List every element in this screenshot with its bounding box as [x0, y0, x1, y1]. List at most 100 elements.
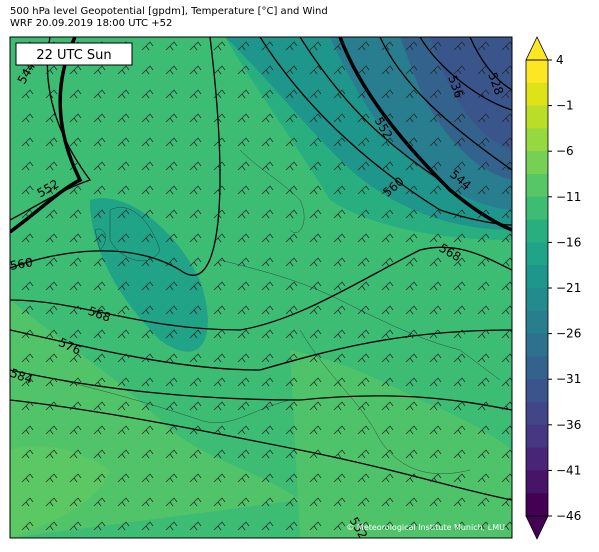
wind-barb	[93, 353, 106, 363]
wind-barb	[141, 209, 154, 219]
wind-barb	[21, 425, 34, 435]
wind-barb	[453, 377, 466, 387]
wind-barb	[429, 497, 442, 507]
wind-barb	[429, 353, 442, 363]
wind-barb	[357, 89, 370, 99]
wind-barb	[69, 209, 82, 219]
wind-barb	[309, 41, 322, 51]
colorbar: 4 −1 −6 −11 −16 −21 −26 −31 −36 −41 −46	[525, 36, 581, 540]
wind-barb	[261, 521, 274, 531]
wind-barb	[261, 449, 274, 459]
wind-barb	[429, 305, 442, 315]
colorbar-band	[526, 82, 548, 107]
wind-barb	[333, 353, 346, 363]
wind-barb	[141, 113, 154, 123]
colorbar-band	[526, 424, 548, 449]
wind-barb	[213, 257, 226, 267]
wind-barb	[477, 161, 490, 171]
wind-barb	[69, 281, 82, 291]
wind-barb	[189, 521, 202, 531]
wind-barb	[45, 233, 58, 243]
wind-barb	[309, 137, 322, 147]
wind-barb	[237, 257, 250, 267]
wind-barb	[165, 185, 178, 195]
wind-barb	[333, 233, 346, 243]
wind-barb	[189, 329, 202, 339]
wind-barb	[21, 209, 34, 219]
colorbar-tick-label: −26	[556, 327, 581, 341]
wind-barb	[357, 113, 370, 123]
colorbar-band	[526, 288, 548, 312]
wind-barb	[501, 233, 512, 243]
wind-barb	[453, 209, 466, 219]
wind-barb	[237, 281, 250, 291]
wind-barb	[453, 425, 466, 435]
colorbar-band	[526, 447, 548, 471]
wind-barb	[309, 353, 322, 363]
wind-barb	[381, 305, 394, 315]
wind-barb	[453, 497, 466, 507]
wind-barb	[501, 65, 512, 75]
wind-barb	[357, 281, 370, 291]
wind-barb	[381, 449, 394, 459]
wind-barb	[477, 281, 490, 291]
wind-barb	[381, 113, 394, 123]
wind-barb	[477, 137, 490, 147]
wind-barb	[429, 233, 442, 243]
wind-barb	[477, 377, 490, 387]
wind-barb	[309, 257, 322, 267]
wind-barb	[285, 209, 298, 219]
wind-barb	[501, 41, 512, 51]
wind-barb	[21, 281, 34, 291]
wind-barb	[357, 329, 370, 339]
wind-barb	[453, 521, 466, 531]
wind-barb	[213, 377, 226, 387]
wind-barb	[501, 401, 512, 411]
wind-barb	[189, 65, 202, 75]
wind-barb	[165, 521, 178, 531]
wind-barb	[453, 41, 466, 51]
wind-barb	[45, 281, 58, 291]
colorbar-tick-label: −1	[556, 99, 574, 113]
wind-barb	[141, 353, 154, 363]
wind-barb	[405, 353, 418, 363]
colorbar-band	[526, 356, 548, 380]
colorbar-tick-label: −31	[556, 372, 581, 386]
wind-barb	[405, 377, 418, 387]
wind-barb	[189, 209, 202, 219]
wind-barb	[117, 89, 130, 99]
subtitle: WRF 20.09.2019 18:00 UTC +52	[10, 18, 172, 29]
wind-barb	[309, 89, 322, 99]
wind-barb	[381, 137, 394, 147]
colorbar-tick-label: 4	[556, 53, 564, 67]
wind-barb	[357, 353, 370, 363]
wind-barb	[237, 137, 250, 147]
wind-barb	[237, 401, 250, 411]
wind-barb	[213, 209, 226, 219]
wind-barb	[333, 449, 346, 459]
colorbar-band	[526, 105, 548, 129]
wind-barb	[429, 65, 442, 75]
wind-barb	[165, 137, 178, 147]
wind-barb	[237, 161, 250, 171]
wind-barb	[285, 89, 298, 99]
wind-barb	[285, 377, 298, 387]
wind-barb	[45, 185, 58, 195]
wind-barb	[165, 401, 178, 411]
wind-barb	[357, 377, 370, 387]
wind-barb	[261, 473, 274, 483]
wind-barb	[117, 353, 130, 363]
wind-barb	[141, 449, 154, 459]
wind-barb	[357, 521, 370, 531]
wind-barb	[213, 329, 226, 339]
wind-barb	[501, 305, 512, 315]
wind-barb	[501, 137, 512, 147]
wind-barb	[21, 257, 34, 267]
colorbar-tick-label: −21	[556, 281, 581, 295]
colorbar-band	[526, 379, 548, 403]
wind-barb	[501, 377, 512, 387]
wind-barb	[429, 137, 442, 147]
wind-barb	[453, 257, 466, 267]
wind-barb	[309, 305, 322, 315]
wind-barb	[213, 473, 226, 483]
